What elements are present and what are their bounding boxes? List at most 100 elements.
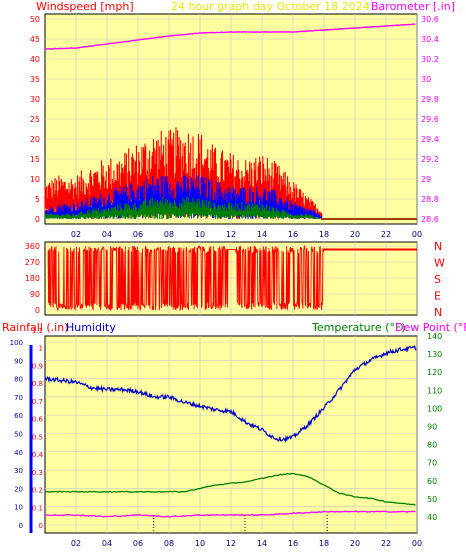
graph-title: 24 hour graph day October 18 2024: [171, 0, 370, 13]
wind-y-tick: 15: [30, 155, 40, 164]
temperature-line: [44, 472, 416, 506]
direction-y-tick: 0: [35, 306, 40, 315]
wind-x-tick: 00: [412, 230, 422, 239]
wind-y-tick: 0: [35, 215, 40, 224]
temperature-axis-label: Temperature (°F): [311, 321, 406, 334]
temp-x-tick: 20: [350, 539, 360, 548]
barometer-y-tick: 29.8: [421, 95, 439, 104]
humidity-y-tick: 100: [10, 339, 23, 347]
humidity-y-tick: 60: [14, 412, 23, 420]
compass-label: S: [434, 273, 441, 286]
wind-y-tick: 30: [30, 95, 40, 104]
direction-y-tick: 360: [25, 242, 40, 251]
wind-series: [44, 127, 417, 220]
direction-series: [47, 244, 417, 312]
barometer-y-tick: 29.4: [421, 135, 439, 144]
wind-y-tick: 5: [35, 195, 40, 204]
humidity-y-tick: 40: [14, 449, 23, 457]
temperature-y-tick: 100: [427, 404, 442, 413]
humidity-y-tick: 0: [19, 522, 23, 530]
wind-x-tick: 04: [102, 230, 112, 239]
humidity-y-tick: 80: [14, 376, 23, 384]
direction-y-tick: 180: [25, 274, 40, 283]
temperature-y-tick: 40: [427, 513, 437, 522]
wind-y-tick: 20: [30, 135, 40, 144]
barometer-y-tick: 29.2: [421, 155, 439, 164]
rainfall-y-tick: 0.3: [32, 469, 43, 477]
temp-x-tick: 00: [412, 539, 422, 548]
rainfall-y-tick: 0.6: [32, 416, 44, 424]
barometer-y-tick: 29: [421, 175, 431, 184]
temperature-y-tick: 70: [427, 459, 437, 468]
wind-x-tick: 02: [71, 230, 81, 239]
compass-label: W: [434, 257, 445, 270]
wind-low-series: [44, 196, 321, 219]
humidity-axis-label: Humidity: [66, 321, 116, 334]
wind-x-tick: 20: [350, 230, 360, 239]
barometer-y-tick: 29.6: [421, 115, 439, 124]
wind-y-tick: 35: [30, 75, 40, 84]
temperature-y-tick: 80: [427, 441, 437, 450]
barometer-y-tick: 30.4: [421, 35, 439, 44]
humidity-y-tick: 90: [14, 357, 23, 365]
humidity-y-tick: 50: [14, 431, 23, 439]
humidity-y-tick: 30: [14, 467, 23, 475]
wind-x-tick: 12: [226, 230, 236, 239]
temperature-y-tick: 90: [427, 423, 437, 432]
direction-y-tick: 90: [30, 290, 40, 299]
temp-x-tick: 12: [226, 539, 236, 548]
humidity-y-tick: 10: [14, 504, 23, 512]
temp-x-tick: 18: [319, 539, 329, 548]
compass-label: N: [434, 240, 442, 253]
rainfall-axis-label: Rainfall (.in): [2, 321, 69, 334]
temp-x-tick: 16: [288, 539, 298, 548]
wind-x-tick: 14: [257, 230, 267, 239]
humidity-y-tick: 20: [14, 485, 23, 493]
barometer-y-tick: 28.6: [421, 215, 439, 224]
wind-axis-label: Windspeed [mph]: [36, 0, 134, 13]
barometer-y-tick: 30: [421, 75, 431, 84]
rainfall-y-tick: 0.5: [32, 433, 43, 441]
wind-x-tick: 10: [195, 230, 205, 239]
barometer-y-tick: 30.6: [421, 15, 439, 24]
wind-x-tick: 08: [164, 230, 174, 239]
wind-y-tick: 10: [30, 175, 40, 184]
rainfall-y-tick: 0: [39, 522, 43, 530]
rainfall-y-tick: 0.1: [32, 504, 43, 512]
temp-x-tick: 06: [133, 539, 143, 548]
dewpoint-line: [44, 510, 416, 518]
temperature-y-tick: 140: [427, 332, 442, 341]
temperature-y-tick: 120: [427, 368, 442, 377]
rainfall-y-tick: 0.2: [32, 487, 43, 495]
barometer-line: [44, 23, 416, 50]
barometer-y-tick: 28.8: [421, 195, 439, 204]
temp-x-tick: 10: [195, 539, 205, 548]
wind-y-tick: 25: [30, 115, 40, 124]
temperature-y-tick: 130: [427, 350, 442, 359]
wind-x-tick: 22: [381, 230, 391, 239]
temperature-y-tick: 50: [427, 495, 437, 504]
rainfall-y-tick: 0.9: [32, 362, 43, 370]
rainfall-y-tick: 1: [39, 345, 43, 353]
wind-y-tick: 45: [30, 35, 40, 44]
wind-y-tick: 40: [30, 55, 40, 64]
wind-x-tick: 16: [288, 230, 298, 239]
dewpoint-axis-label: Dew Point (°F): [395, 321, 466, 334]
compass-label: E: [434, 290, 441, 303]
direction-line: [47, 244, 325, 312]
humidity-y-tick: 70: [14, 394, 23, 402]
rainfall-y-tick: 0.8: [32, 380, 43, 388]
humidity-line: [44, 345, 417, 443]
temp-x-tick: 02: [71, 539, 81, 548]
rainfall-y-tick: 0.7: [32, 398, 43, 406]
wind-y-tick: 50: [30, 15, 40, 24]
temperature-y-tick: 60: [427, 477, 437, 486]
temp-humidity-series: [44, 345, 417, 533]
direction-y-tick: 270: [25, 258, 40, 267]
temp-x-tick: 14: [257, 539, 267, 548]
tick-labels: 0510152025303540455028.628.82929.229.429…: [10, 15, 445, 548]
barometer-axis-label: Barometer [.in]: [371, 0, 455, 13]
temp-x-tick: 08: [164, 539, 174, 548]
